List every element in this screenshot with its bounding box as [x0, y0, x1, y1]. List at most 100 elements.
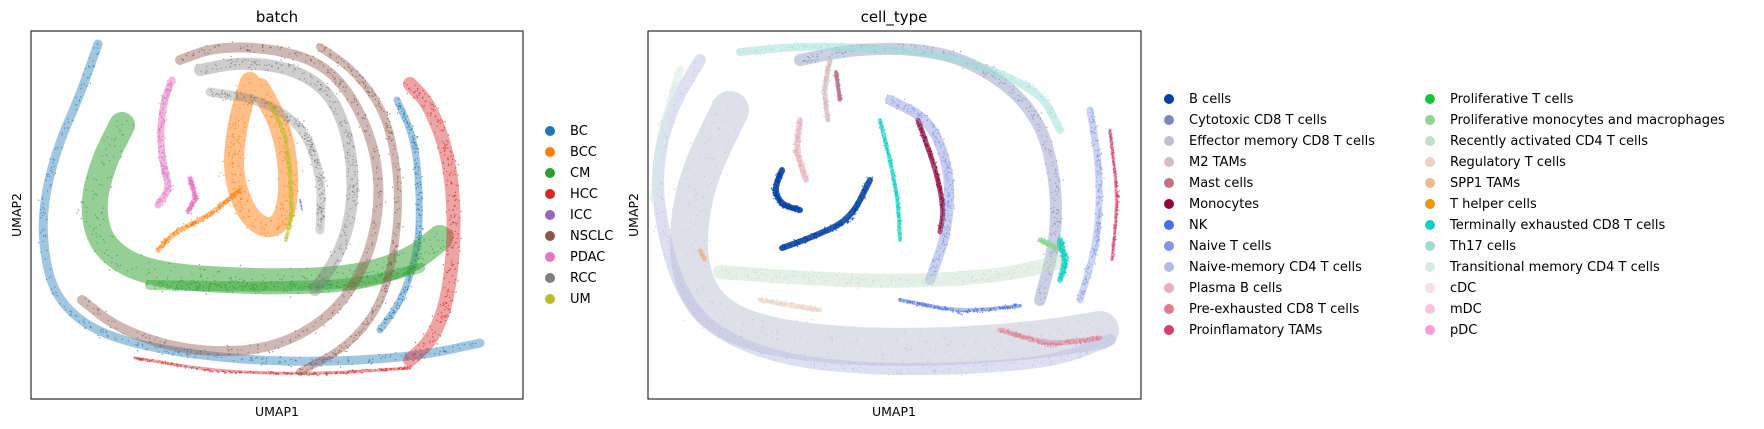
celltype-b-cells-cells: [770, 167, 803, 214]
celltype-legend-label-monocytes: Monocytes: [1189, 197, 1259, 212]
celltype-legend-label-naive-memory-cd4-t-cells: Naive-memory CD4 T cells: [1189, 260, 1362, 275]
celltype-spp1-tams-cells: [698, 248, 707, 262]
celltype-naive-t-cells-cells: [885, 94, 955, 285]
celltype-legend-marker-t-helper-cells: [1425, 199, 1435, 209]
celltype-legend-marker-spp1-tams: [1425, 178, 1435, 188]
batch-legend-marker-cm: [545, 168, 555, 178]
batch-rcc-cells: [205, 87, 328, 235]
celltype-legend-label-mast-cells: Mast cells: [1189, 176, 1254, 191]
batch-legend-label-um: UM: [570, 292, 591, 307]
celltype-legend-label-mdc: mDC: [1450, 302, 1482, 317]
batch-nsclc-cells: [77, 41, 387, 358]
celltype-legend-label-spp1-tams: SPP1 TAMs: [1450, 176, 1520, 191]
celltype-legend-marker-transitional-memory-cd4-t-cells: [1425, 262, 1435, 272]
celltype-title: cell_type: [861, 8, 928, 27]
batch-legend-label-rcc: RCC: [570, 271, 597, 286]
celltype-legend-marker-m2-tams: [1164, 157, 1174, 167]
celltype-legend-label-nk: NK: [1189, 218, 1208, 233]
celltype-naive-t-cells-cells: [1076, 106, 1105, 304]
batch-axes-frame: [30, 30, 524, 400]
celltype-legend-label-proinflamatory-tams: Proinflamatory TAMs: [1189, 323, 1323, 338]
celltype-legend-marker-naive-t-cells: [1164, 241, 1174, 251]
batch-icc-cells: [299, 199, 303, 211]
batch-rcc-cells: [194, 56, 360, 296]
celltype-b-cells-cells: [779, 176, 874, 251]
batch-legend-marker-icc: [545, 210, 555, 220]
celltype-legend-label-b-cells: B cells: [1189, 92, 1231, 107]
batch-hcc-cells: [403, 77, 462, 367]
batch-legend-label-hcc: HCC: [570, 187, 598, 202]
celltype-legend-marker-th17-cells: [1425, 241, 1435, 251]
celltype-legend-marker-pre-exhausted-cd8-t-cells: [1164, 304, 1174, 314]
celltype-terminally-exhausted-cd8-t-cells-cells: [877, 118, 902, 242]
celltype-legend-marker-cytotoxic-cd8-t-cells: [1164, 115, 1174, 125]
batch-legend-label-nsclc: NSCLC: [570, 229, 613, 244]
celltype-legend-label-cytotoxic-cd8-t-cells: Cytotoxic CD8 T cells: [1189, 113, 1327, 128]
celltype-legend-marker-plasma-b-cells: [1164, 283, 1174, 293]
celltype-legend-marker-cdc: [1425, 283, 1435, 293]
batch-cm-cells: [76, 112, 453, 298]
celltype-th17-cells-cells: [736, 41, 1064, 134]
batch-um-cells: [268, 102, 296, 242]
celltype-legend-marker-b-cells: [1164, 94, 1174, 104]
celltype-plasma-b-cells-cells: [791, 117, 810, 183]
celltype-legend-label-th17-cells: Th17 cells: [1449, 239, 1516, 254]
celltype-m2-tams-cells: [820, 57, 833, 123]
batch-legend-marker-nsclc: [545, 231, 555, 241]
batch-pdac-cells: [184, 175, 200, 215]
celltype-legend-label-t-helper-cells: T helper cells: [1449, 197, 1537, 212]
celltype-legend: B cells Cytotoxic CD8 T cells Effector mem…: [1164, 92, 1725, 338]
batch-pdac-cells: [154, 76, 177, 209]
celltype-legend-marker-monocytes: [1164, 199, 1174, 209]
celltype-legend-label-pre-exhausted-cd8-t-cells: Pre-exhausted CD8 T cells: [1189, 302, 1359, 317]
celltype-legend-marker-mast-cells: [1164, 178, 1174, 188]
celltype-legend-label-proliferative-t-cells: Proliferative T cells: [1450, 92, 1574, 107]
celltype-legend-label-proliferative-monocytes-and-macrophages: Proliferative monocytes and macrophages: [1450, 113, 1725, 128]
celltype-legend-marker-mdc: [1425, 304, 1435, 314]
celltype-legend-label-m2-tams: M2 TAMs: [1189, 155, 1247, 170]
celltype-legend-label-recently-activated-cd4-t-cells: Recently activated CD4 T cells: [1450, 134, 1648, 149]
celltype-monocytes-cells: [915, 117, 947, 235]
batch-legend-label-bcc: BCC: [570, 145, 597, 160]
celltype-legend-marker-nk: [1164, 220, 1174, 230]
celltype-transitional-memory-cd4-t-cells-cells: [650, 66, 684, 204]
celltype-legend-label-naive-t-cells: Naive T cells: [1189, 239, 1272, 254]
batch-legend-label-cm: CM: [570, 166, 590, 181]
batch-ylabel: UMAP2: [9, 193, 24, 237]
celltype-ylabel: UMAP2: [626, 193, 641, 237]
batch-nsclc-cells: [296, 43, 404, 376]
batch-legend-marker-pdac: [545, 252, 555, 262]
celltype-legend-label-pdc: pDC: [1450, 323, 1477, 338]
batch-legend-marker-um: [545, 294, 555, 304]
celltype-legend-marker-proliferative-monocytes-and-macrophages: [1425, 115, 1435, 125]
batch-panel: batch UMAP1 UMAP2 BC BCC CM HCC ICC NSCLC PDAC…: [9, 8, 613, 419]
batch-legend-marker-hcc: [545, 189, 555, 199]
celltype-legend-marker-effector-memory-cd8-t-cells: [1164, 136, 1174, 146]
batch-legend-label-icc: ICC: [570, 208, 592, 223]
celltype-scatter: [650, 41, 1121, 376]
celltype-legend-marker-proliferative-t-cells: [1425, 94, 1435, 104]
batch-bcc-cells: [155, 187, 243, 254]
celltype-legend-label-cdc: cDC: [1450, 281, 1476, 296]
celltype-legend-marker-proinflamatory-tams: [1164, 325, 1174, 335]
batch-legend-marker-bcc: [545, 147, 555, 157]
celltype-recently-activated-cd4-t-cells-cells: [713, 255, 1067, 290]
celltype-legend-label-terminally-exhausted-cd8-t-cells: Terminally exhausted CD8 T cells: [1449, 218, 1665, 233]
celltype-proinflamatory-tams-cells: [1107, 128, 1121, 262]
celltype-regulatory-t-cells-cells: [757, 297, 823, 313]
batch-scatter: [38, 39, 485, 377]
batch-legend: BC BCC CM HCC ICC NSCLC PDAC RCC UM: [545, 124, 613, 307]
celltype-xlabel: UMAP1: [872, 404, 916, 419]
batch-title: batch: [256, 8, 298, 26]
celltype-axes-frame: [647, 30, 1142, 400]
celltype-panel: cell_type UMAP1 UMAP2 B cells Cytotoxic C…: [626, 8, 1725, 419]
batch-hcc-cells: [133, 356, 412, 377]
batch-legend-label-bc: BC: [570, 124, 588, 139]
celltype-legend-marker-naive-memory-cd4-t-cells: [1164, 262, 1174, 272]
batch-legend-label-pdac: PDAC: [570, 250, 605, 265]
batch-legend-marker-bc: [545, 126, 555, 136]
celltype-legend-marker-recently-activated-cd4-t-cells: [1425, 136, 1435, 146]
celltype-legend-label-regulatory-t-cells: Regulatory T cells: [1450, 155, 1566, 170]
celltype-legend-marker-regulatory-t-cells: [1425, 157, 1435, 167]
